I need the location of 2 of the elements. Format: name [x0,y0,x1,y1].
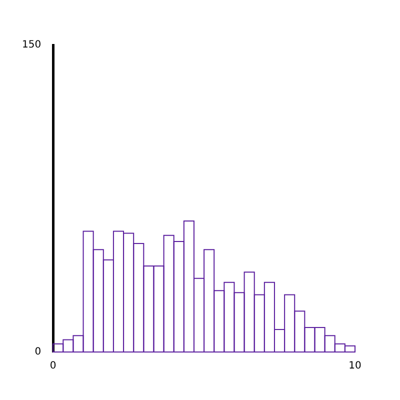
x-tick-label: 10 [348,360,362,372]
y-tick-label: 150 [22,40,42,51]
